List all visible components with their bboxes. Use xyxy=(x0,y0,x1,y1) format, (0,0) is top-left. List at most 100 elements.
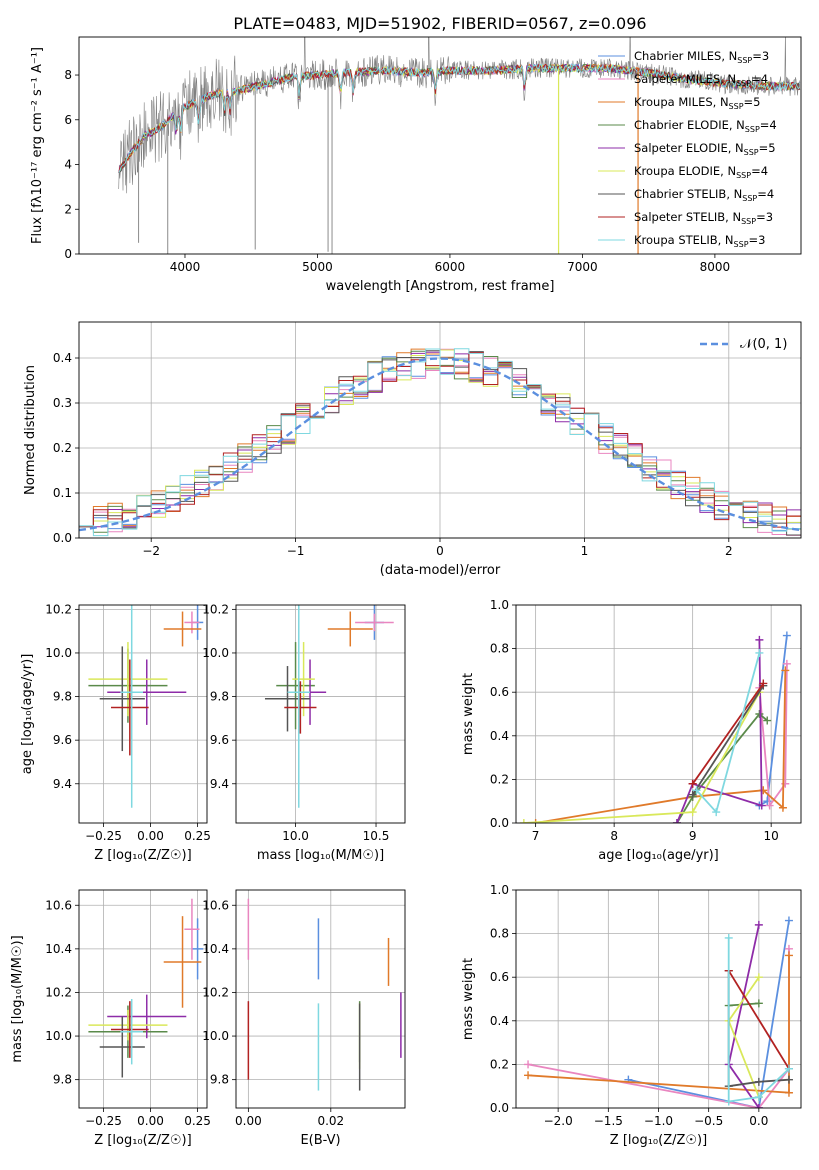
legend-subscript: SSP xyxy=(736,79,751,88)
y-tick-label: 10.0 xyxy=(202,1029,229,1043)
weight-marker xyxy=(784,1075,793,1084)
weight-line xyxy=(628,920,790,1108)
plot-area-weight_vs_Z xyxy=(524,916,793,1108)
legend-value: =3 xyxy=(749,233,766,247)
weight-marker xyxy=(524,1060,533,1069)
y-tick-label: 10.2 xyxy=(45,602,72,616)
legend-label: Kroupa MILES, NSSP=5 xyxy=(634,95,760,111)
legend-subscript: SSP xyxy=(734,240,749,249)
axes-frame xyxy=(78,604,208,824)
legend-value: =4 xyxy=(760,118,777,132)
legend-label: Chabrier ELODIE, NSSP=4 xyxy=(634,118,777,134)
weight-marker xyxy=(784,951,793,960)
weight-marker xyxy=(519,819,528,823)
weight-marker xyxy=(782,659,791,668)
y-tick-label: 0.0 xyxy=(490,1101,509,1115)
x-tick-label: −2.0 xyxy=(544,1114,573,1128)
x-tick-label: 0.00 xyxy=(137,1114,164,1128)
legend-value: =3 xyxy=(752,49,769,63)
legend-value: =4 xyxy=(751,72,768,86)
legend-label: Kroupa STELIB, NSSP=3 xyxy=(634,233,765,249)
legend-value: =4 xyxy=(757,187,774,201)
axes-frame xyxy=(515,889,802,1109)
legend-subscript: SSP xyxy=(742,194,757,203)
axes-frame xyxy=(78,889,208,1109)
weight-marker xyxy=(712,808,721,817)
panel-weight_vs_age: 7 8 9 10 0.0 0.2 0.4 0.6 0.8 1.0 age [log₁₀(age/yr… xyxy=(461,598,802,863)
plot-area-age_vs_Z xyxy=(88,605,204,808)
x-tick-label: 0 xyxy=(436,544,444,558)
y-tick-label: 10.2 xyxy=(45,985,72,999)
weight-marker xyxy=(688,790,697,799)
x-tick-label: −0.25 xyxy=(85,1114,122,1128)
weight-marker xyxy=(688,808,697,817)
x-tick-label: 10.0 xyxy=(282,829,309,843)
y-tick-label: 10.0 xyxy=(45,646,72,660)
legend-label: Chabrier STELIB, NSSP=4 xyxy=(634,187,774,203)
grid-age_vs_Z xyxy=(79,605,207,823)
y-axis-label: age [log₁₀(age/yr)] xyxy=(20,654,35,775)
panel-residuals: −2 −1 0 1 2 0.0 0.1 0.2 0.3 0.4 (data-model)/error… xyxy=(23,321,802,578)
weight-marker xyxy=(754,1104,763,1108)
weight-marker xyxy=(692,786,701,795)
y-tick-label: 10.2 xyxy=(202,602,229,616)
x-tick-label: 10.5 xyxy=(363,829,390,843)
x-tick-label: 0.25 xyxy=(184,1114,211,1128)
legend-label: Kroupa ELODIE, NSSP=4 xyxy=(634,164,768,180)
x-tick-label: 2 xyxy=(725,544,733,558)
y-tick-label: 0.4 xyxy=(53,351,72,365)
y-tick-label: 0.6 xyxy=(490,970,509,984)
x-tick-label: 0.00 xyxy=(235,1114,262,1128)
y-tick-label: 9.4 xyxy=(53,777,72,791)
x-tick-label: −1.5 xyxy=(594,1114,623,1128)
weight-marker xyxy=(531,819,540,823)
plot-area-spectrum xyxy=(118,37,801,254)
y-tick-label: 9.8 xyxy=(210,1073,229,1087)
y-tick-label: 10.6 xyxy=(45,898,72,912)
weight-line xyxy=(691,685,765,796)
axes-frame xyxy=(235,889,406,1109)
y-tick-label: 9.8 xyxy=(53,1073,72,1087)
panel-mass_vs_Z: −0.25 0.00 0.25 9.8 10.0 10.2 10.4 10.6 Z [log₁₀… xyxy=(10,889,211,1148)
x-axis-label: mass [log₁₀(M/M☉)] xyxy=(257,848,384,863)
y-tick-label: 9.4 xyxy=(210,777,229,791)
weight-marker xyxy=(688,779,697,788)
y-tick-label: 0.1 xyxy=(53,486,72,500)
weight-marker xyxy=(524,1071,533,1080)
weight-marker xyxy=(784,1088,793,1097)
x-tick-label: −2 xyxy=(142,544,160,558)
y-tick-label: 0.2 xyxy=(490,1057,509,1071)
weight-line xyxy=(676,712,768,823)
weight-marker xyxy=(754,999,763,1008)
x-tick-label: −0.25 xyxy=(85,829,122,843)
y-tick-label: 10.0 xyxy=(202,646,229,660)
legend-subscript: SSP xyxy=(741,217,756,226)
y-axis-label: mass weight xyxy=(461,673,476,755)
legend-subscript: SSP xyxy=(729,102,744,111)
legend-label: Chabrier MILES, NSSP=3 xyxy=(634,49,769,65)
x-axis-label: E(B-V) xyxy=(300,1133,340,1148)
y-tick-label: 10.0 xyxy=(45,1029,72,1043)
weight-marker xyxy=(755,710,764,718)
panel-age_vs_mass: 10.0 10.5 9.4 9.6 9.8 10.0 10.2 mass [log₁₀(M/M… xyxy=(202,602,406,863)
weight-marker xyxy=(781,666,790,675)
x-tick-label: −1.0 xyxy=(644,1114,673,1128)
y-tick-label: 1.0 xyxy=(490,598,509,612)
plot-panels: 4000 5000 6000 7000 8000 0 2 4 6 8 wavelength [Ang… xyxy=(10,36,802,1148)
y-tick-label: 0.6 xyxy=(490,685,509,699)
y-tick-label: 10.2 xyxy=(202,985,229,999)
x-tick-label: 7000 xyxy=(567,260,598,274)
y-tick-label: 0.8 xyxy=(490,927,509,941)
y-tick-label: 4 xyxy=(64,158,72,172)
legend-label: Salpeter ELODIE, NSSP=5 xyxy=(634,141,776,157)
weight-marker xyxy=(784,916,793,925)
weight-marker xyxy=(755,635,764,644)
model-spectrum-line xyxy=(118,63,801,173)
weight-marker xyxy=(763,716,772,725)
y-tick-label: 0.3 xyxy=(53,396,72,410)
x-tick-label: 7 xyxy=(532,829,540,843)
plot-area-mass_vs_ebv xyxy=(247,898,402,1091)
legend-subscript: SSP xyxy=(737,56,752,65)
x-tick-label: 0.25 xyxy=(184,829,211,843)
x-tick-label: −0.5 xyxy=(694,1114,723,1128)
